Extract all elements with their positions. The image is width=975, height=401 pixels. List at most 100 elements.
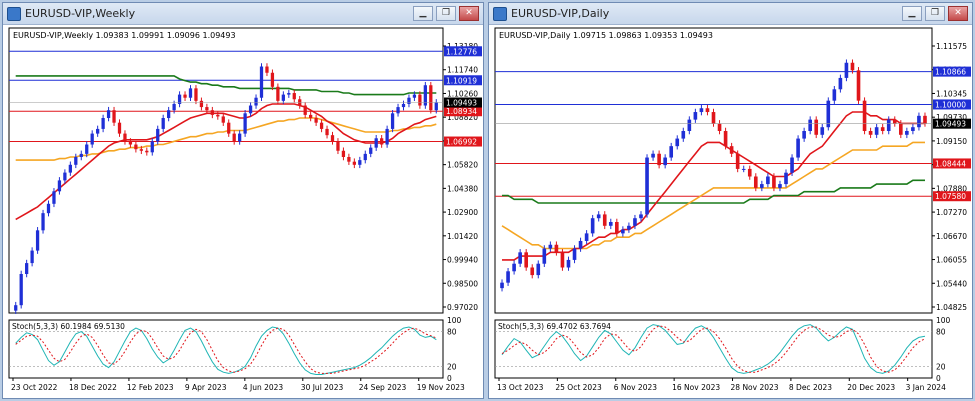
candle-body (85, 144, 89, 154)
weekly-chart[interactable]: EURUSD-VIP,Weekly 1.09383 1.09991 1.0909… (3, 26, 483, 399)
candle-body (518, 252, 522, 264)
level-tag-label: 1.10000 (935, 100, 966, 109)
candle-body (401, 103, 406, 108)
price-tick-label: 1.07270 (936, 208, 967, 217)
ma-orange-line (15, 117, 437, 161)
candle-body (35, 230, 40, 251)
candle-body (14, 305, 18, 311)
level-tag-label: 1.06992 (446, 138, 477, 147)
candle-body (52, 191, 56, 204)
candle-body (524, 252, 529, 268)
candle-body (651, 153, 655, 158)
candle-body (657, 153, 661, 166)
candle-body (167, 110, 171, 118)
candle-body (639, 214, 643, 219)
candle-body (429, 85, 433, 111)
candle-body (358, 160, 362, 165)
candle-body (548, 244, 553, 249)
candle-body (723, 131, 728, 147)
candle-body (254, 97, 258, 106)
minimize-button[interactable]: ▁ (413, 6, 433, 21)
candle-body (128, 141, 133, 145)
price-tick-label: 1.02900 (447, 208, 478, 217)
stoch-tick-label: 20 (936, 362, 946, 371)
candle-body (892, 119, 897, 124)
price-tick-label: 0.99940 (447, 256, 478, 265)
candle-body (760, 184, 764, 188)
ma-green-line (15, 75, 437, 96)
current-price-label: 1.09493 (935, 120, 966, 129)
candle-body (96, 128, 100, 134)
close-button[interactable]: ✕ (459, 6, 479, 21)
minimize-button[interactable]: ▁ (902, 6, 922, 21)
candle-body (917, 115, 921, 128)
chart-header: EURUSD-VIP,Weekly 1.09383 1.09991 1.0909… (13, 31, 236, 40)
daily-chart[interactable]: EURUSD-VIP,Daily 1.09715 1.09863 1.09353… (489, 26, 972, 399)
candle-body (19, 274, 23, 306)
candle-body (741, 168, 746, 170)
chart-icon (7, 7, 21, 21)
price-tick-label: 1.10345 (936, 89, 967, 98)
candle-body (79, 153, 83, 157)
maximize-button[interactable]: ❐ (436, 6, 456, 21)
candle-body (826, 100, 831, 128)
date-label: 13 Oct 2023 (497, 383, 544, 392)
candle-body (243, 113, 247, 134)
date-label: 23 Oct 2022 (11, 383, 58, 392)
date-label: 28 Nov 2023 (731, 383, 779, 392)
level-tag-label: 1.10919 (446, 76, 477, 85)
candle-body (506, 271, 510, 283)
candle-body (584, 233, 589, 241)
candle-body (205, 107, 209, 111)
daily-titlebar[interactable]: EURUSD-VIP,Daily ▁ ❐ ✕ (489, 3, 972, 25)
daily-chart-window[interactable]: EURUSD-VIP,Daily ▁ ❐ ✕ EURUSD-VIP,Daily … (488, 2, 973, 399)
price-tick-label: 1.01420 (447, 232, 478, 241)
candle-body (177, 94, 182, 104)
candle-body (808, 119, 812, 131)
level-tag-label: 1.12776 (446, 47, 477, 56)
level-tag (933, 99, 971, 110)
candle-body (303, 105, 307, 115)
current-price-label: 1.09493 (446, 99, 477, 108)
level-tag (444, 75, 482, 86)
candle-body (68, 164, 72, 173)
candle-body (753, 176, 758, 188)
candle-body (687, 119, 692, 131)
weekly-chart-window[interactable]: EURUSD-VIP,Weekly ▁ ❐ ✕ EURUSD-VIP,Weekl… (2, 2, 484, 399)
price-tick-label: 1.04380 (447, 184, 478, 193)
candle-body (905, 131, 909, 135)
candle-body (194, 88, 198, 101)
price-tick-label: 0.98500 (447, 279, 478, 288)
candle-body (717, 123, 722, 131)
date-label: 4 Jun 2023 (243, 383, 284, 392)
candle-body (265, 66, 269, 73)
candle-body (216, 114, 220, 117)
close-button[interactable]: ✕ (948, 6, 968, 21)
candle-body (63, 172, 67, 181)
candle-body (844, 62, 849, 78)
candle-body (412, 94, 417, 98)
candle-body (602, 214, 607, 226)
current-price-tag (933, 118, 971, 129)
price-tick-label: 1.11575 (936, 42, 967, 51)
date-label: 19 Nov 2023 (417, 383, 465, 392)
candle-body (681, 131, 686, 139)
candle-body (221, 116, 225, 123)
weekly-titlebar[interactable]: EURUSD-VIP,Weekly ▁ ❐ ✕ (3, 3, 483, 25)
maximize-button[interactable]: ❐ (925, 6, 945, 21)
candle-body (90, 133, 94, 145)
candle-body (210, 110, 214, 115)
candle-body (309, 114, 313, 118)
candle-body (270, 72, 275, 87)
candle-body (838, 77, 843, 90)
candle-body (134, 144, 138, 150)
candle-body (139, 149, 143, 151)
candle-body (590, 218, 595, 234)
candle-body (615, 222, 619, 234)
candle-body (396, 107, 400, 114)
candle-body (711, 112, 716, 124)
candle-body (172, 103, 176, 111)
level-tag-label: 1.07580 (935, 192, 966, 201)
candle-body (862, 100, 867, 131)
stoch-label: Stoch(5,3,3) 60.1984 69.5130 (12, 322, 125, 331)
